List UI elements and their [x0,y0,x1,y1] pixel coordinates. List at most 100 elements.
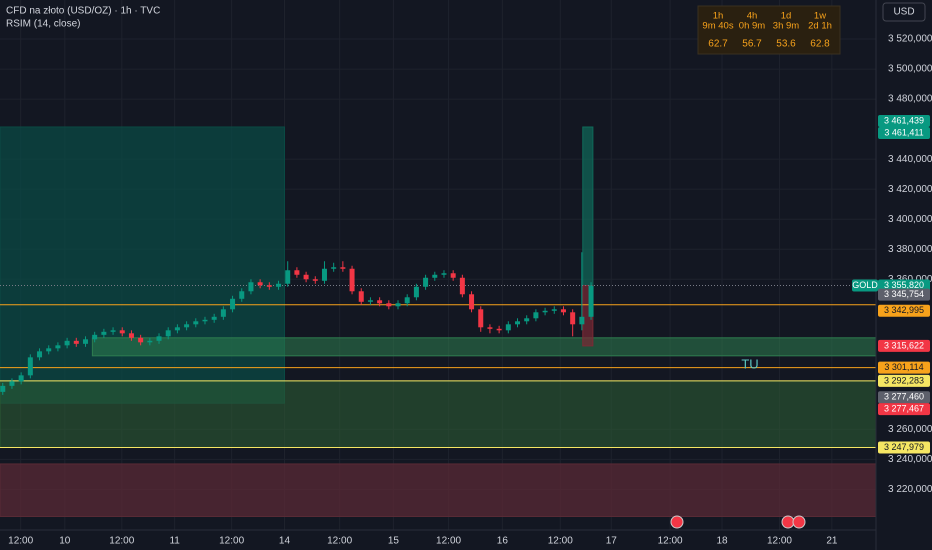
price-label-bg [878,374,930,387]
candle-body [202,319,208,322]
rsi-header: 4h [747,11,758,22]
candle-body [82,339,88,344]
candle-body [193,321,199,325]
rsi-header: 9m 40s [702,21,733,32]
candle-body [312,279,318,281]
event-icon[interactable] [781,515,795,529]
price-label-bg [878,114,930,127]
x-tick-label: 17 [606,536,618,547]
rsi-table [697,5,841,55]
x-tick-label: 12:00 [658,536,683,547]
chart-title: CFD na złoto (USD/OZ) · 1h · TVC [6,6,160,17]
symbol-label-bg [852,279,878,292]
currency-label[interactable]: USD [893,7,914,18]
candle-body [92,334,98,340]
candle-body [266,285,272,287]
annotation: TU [741,356,758,371]
price-label: 3 292,283 [884,375,924,385]
rsi-value: 56.7 [742,39,762,50]
indicator-label: RSIM (14, close) [6,19,80,30]
event-icon[interactable] [670,515,684,529]
y-tick-label: 3 420,000 [888,184,932,195]
price-label-bg [878,127,930,140]
candle-body [505,324,511,331]
candle-body [257,282,263,286]
x-tick-label: 12:00 [327,536,352,547]
x-tick-label: 10 [59,536,71,547]
x-tick-label: 14 [279,536,291,547]
price-label: 3 315,622 [884,340,924,350]
candle-body [101,331,107,335]
x-tick-label: 15 [388,536,400,547]
candle-body [110,330,116,332]
candle-body [450,273,456,278]
rsi-header: 1d [781,11,792,22]
candle-body [349,268,355,292]
zone [0,463,877,517]
candle-body [560,309,566,313]
candle-body [156,336,162,341]
currency-button[interactable] [882,2,926,22]
y-tick-label: 3 220,000 [888,484,932,495]
price-label: 3 355,820 [884,280,924,290]
price-label-bg [878,304,930,317]
price-label-bg [878,288,930,301]
price-label: 3 461,411 [884,127,923,137]
price-label: 3 301,114 [884,362,923,372]
candle-body [441,273,447,275]
zone [0,126,285,404]
candle-body [487,327,493,329]
price-label-bg [878,361,930,374]
symbol-label: GOLD [852,280,878,290]
candle-body [147,340,153,343]
rsi-header: 3h 9m [773,21,799,32]
x-tick-label: 12:00 [219,536,244,547]
y-tick-label: 3 380,000 [888,244,932,255]
x-tick-label: 12:00 [109,536,134,547]
price-label: 3 342,995 [884,305,924,315]
candle-body [340,267,346,269]
price-label-bg [878,279,930,292]
event-icon[interactable] [792,515,806,529]
candle-body [230,298,236,310]
candle-body [294,270,300,275]
price-label: 3 277,460 [884,392,924,402]
candle-body [46,348,52,352]
rsi-value: 53.6 [776,39,796,50]
price-label: 3 345,754 [884,289,924,299]
rsi-header: 1w [814,11,826,22]
candle-body [515,321,521,325]
rsi-header: 0h 9m [739,21,765,32]
candle-body [64,340,70,346]
x-tick-label: 16 [497,536,509,547]
candle-body [551,309,557,311]
candle-body [588,285,594,317]
y-tick-label: 3 440,000 [888,154,932,165]
rsi-header: 1h [713,11,724,22]
y-tick-label: 3 400,000 [888,214,932,225]
rsi-value: 62.7 [708,39,728,50]
price-label-bg [878,391,930,404]
candle-body [570,312,576,325]
y-tick-label: 3 520,000 [888,34,932,45]
y-tick-label: 3 260,000 [888,424,932,435]
price-label: 3 277,467 [884,404,924,414]
candle-body [303,274,309,280]
price-label: 3 247,979 [884,442,924,452]
candle-body [496,328,502,331]
candle-body [55,345,61,349]
candle-body [395,303,401,307]
candle-body [128,333,134,338]
candle-body [432,274,438,278]
candle-body [469,294,475,310]
candle-body [276,283,282,287]
x-tick-label: 12:00 [436,536,461,547]
price-label-bg [878,339,930,352]
candle-body [404,297,410,304]
candle-body [165,330,171,337]
candle-body [248,282,254,292]
x-tick-label: 18 [716,536,728,547]
rsi-header: 2d 1h [808,21,832,32]
x-tick-label: 12:00 [767,536,792,547]
